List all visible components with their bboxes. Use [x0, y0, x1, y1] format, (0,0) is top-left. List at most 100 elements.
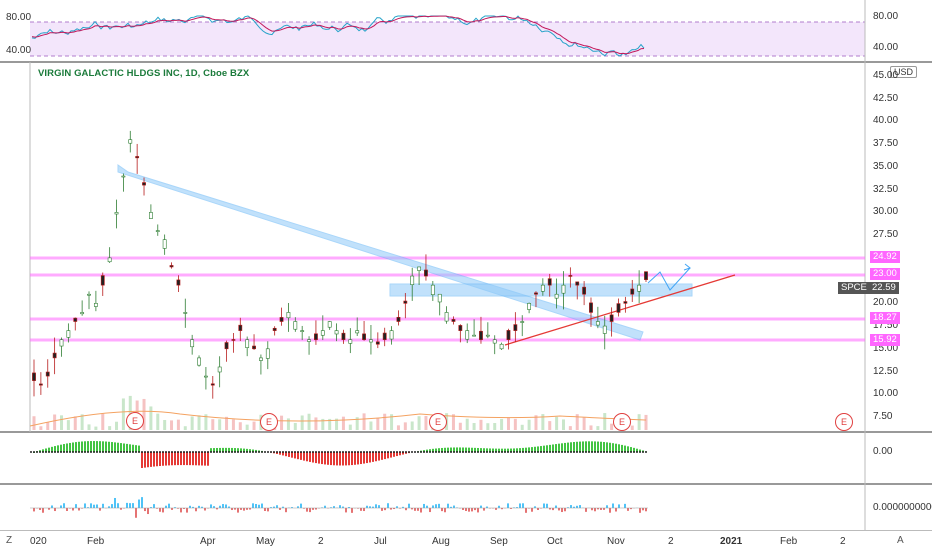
candle-body — [452, 319, 455, 321]
time-axis[interactable]: 020 Feb Apr May 2 Jul Aug Sep Oct Nov 2 … — [0, 530, 932, 551]
volume-bar — [88, 424, 91, 430]
macd-bar — [387, 452, 389, 458]
osc-bar — [387, 503, 389, 508]
macd-bar — [303, 452, 305, 461]
osc-bar — [474, 508, 476, 510]
volume-bar — [108, 426, 111, 430]
osc-bar — [84, 503, 86, 508]
macd-bar — [183, 452, 185, 465]
volume-bar — [418, 416, 421, 430]
candle-body — [548, 279, 551, 285]
earnings-badge[interactable]: E — [835, 413, 853, 431]
osc-bar — [219, 506, 221, 508]
volume-bar — [411, 421, 414, 430]
candle-body — [376, 342, 379, 344]
macd-bar — [171, 452, 173, 465]
osc-bar — [561, 508, 563, 512]
osc-bar — [339, 505, 341, 508]
volume-bar — [479, 420, 482, 430]
macd-bar — [345, 452, 347, 465]
level-label-24-92: 24.92 — [870, 251, 900, 263]
earnings-badge[interactable]: E — [126, 412, 144, 430]
volume-bar — [631, 426, 634, 430]
volume-bar — [143, 399, 146, 430]
candle-body — [46, 372, 49, 376]
osc-bar — [615, 508, 617, 512]
earnings-badge[interactable]: E — [613, 413, 631, 431]
osc-bar — [627, 508, 629, 511]
candle-body — [177, 280, 180, 285]
candle-body — [280, 317, 283, 321]
macd-bar — [390, 452, 392, 458]
macd-bar — [84, 441, 86, 452]
macd-bar — [594, 441, 596, 452]
auto-scale-toggle[interactable]: A — [897, 535, 904, 546]
candle-body — [197, 358, 200, 365]
volume-bar — [583, 418, 586, 430]
macd-bar — [603, 442, 605, 452]
earnings-badge[interactable]: E — [260, 413, 278, 431]
macd-bar — [384, 452, 386, 459]
volume-bar — [555, 417, 558, 430]
candle-body — [397, 317, 400, 321]
candle-body — [534, 293, 537, 294]
candle-body — [239, 325, 242, 330]
level-label-23-00: 23.00 — [870, 268, 900, 280]
osc-bar — [60, 505, 62, 508]
osc-bar — [426, 506, 428, 508]
volume-bar — [287, 418, 290, 430]
osc-bar — [255, 504, 257, 508]
candle-body — [541, 285, 544, 291]
macd-bar — [588, 441, 590, 452]
candle-body — [349, 340, 352, 344]
macd-bar — [168, 452, 170, 465]
osc-bar — [195, 508, 197, 511]
osc-bar — [162, 508, 164, 512]
macd-bar — [81, 441, 83, 452]
osc-bar — [468, 508, 470, 512]
volume-bar — [562, 419, 565, 430]
volume-bar — [466, 419, 469, 430]
volume-bar — [500, 419, 503, 430]
osc-bar — [366, 506, 368, 508]
volume-bar — [569, 426, 572, 430]
macd-bar — [330, 452, 332, 465]
macd-bar — [540, 446, 542, 452]
osc-bar — [186, 508, 188, 513]
macd-bar — [123, 443, 125, 452]
osc-bar — [72, 508, 74, 510]
macd-bar — [549, 445, 551, 452]
macd-bar — [87, 441, 89, 452]
macd-bar — [291, 452, 293, 458]
osc-bar — [132, 503, 134, 508]
candle-body — [562, 285, 565, 293]
osc-bar — [153, 504, 155, 508]
candle-body — [335, 331, 338, 334]
rsi-left-tick-80: 80.00 — [6, 12, 31, 23]
time-tick: Nov — [607, 536, 625, 547]
earnings-badge[interactable]: E — [429, 413, 447, 431]
price-axis-tick: 32.50 — [873, 184, 898, 195]
candle-body — [314, 334, 317, 340]
candle-body — [170, 265, 173, 267]
osc-bar — [54, 508, 56, 511]
macd-bar — [315, 452, 317, 463]
candle-body — [307, 340, 310, 342]
volume-bar — [342, 417, 345, 430]
osc-bar — [267, 508, 269, 511]
candle-body — [362, 334, 365, 340]
macd-bar — [99, 441, 101, 452]
macd-bar — [627, 446, 629, 452]
osc-bar — [243, 508, 245, 511]
macd-bar — [162, 452, 164, 466]
osc-bar — [645, 508, 647, 511]
price-axis-tick: 27.50 — [873, 229, 898, 240]
macd-bar — [69, 443, 71, 452]
price-axis-tick: 42.50 — [873, 93, 898, 104]
time-tick: 020 — [30, 536, 47, 547]
osc-bar — [435, 504, 437, 508]
zoom-toggle[interactable]: Z — [6, 535, 12, 546]
rsi-right-tick-40: 40.00 — [873, 42, 898, 53]
candle-body — [342, 333, 345, 340]
